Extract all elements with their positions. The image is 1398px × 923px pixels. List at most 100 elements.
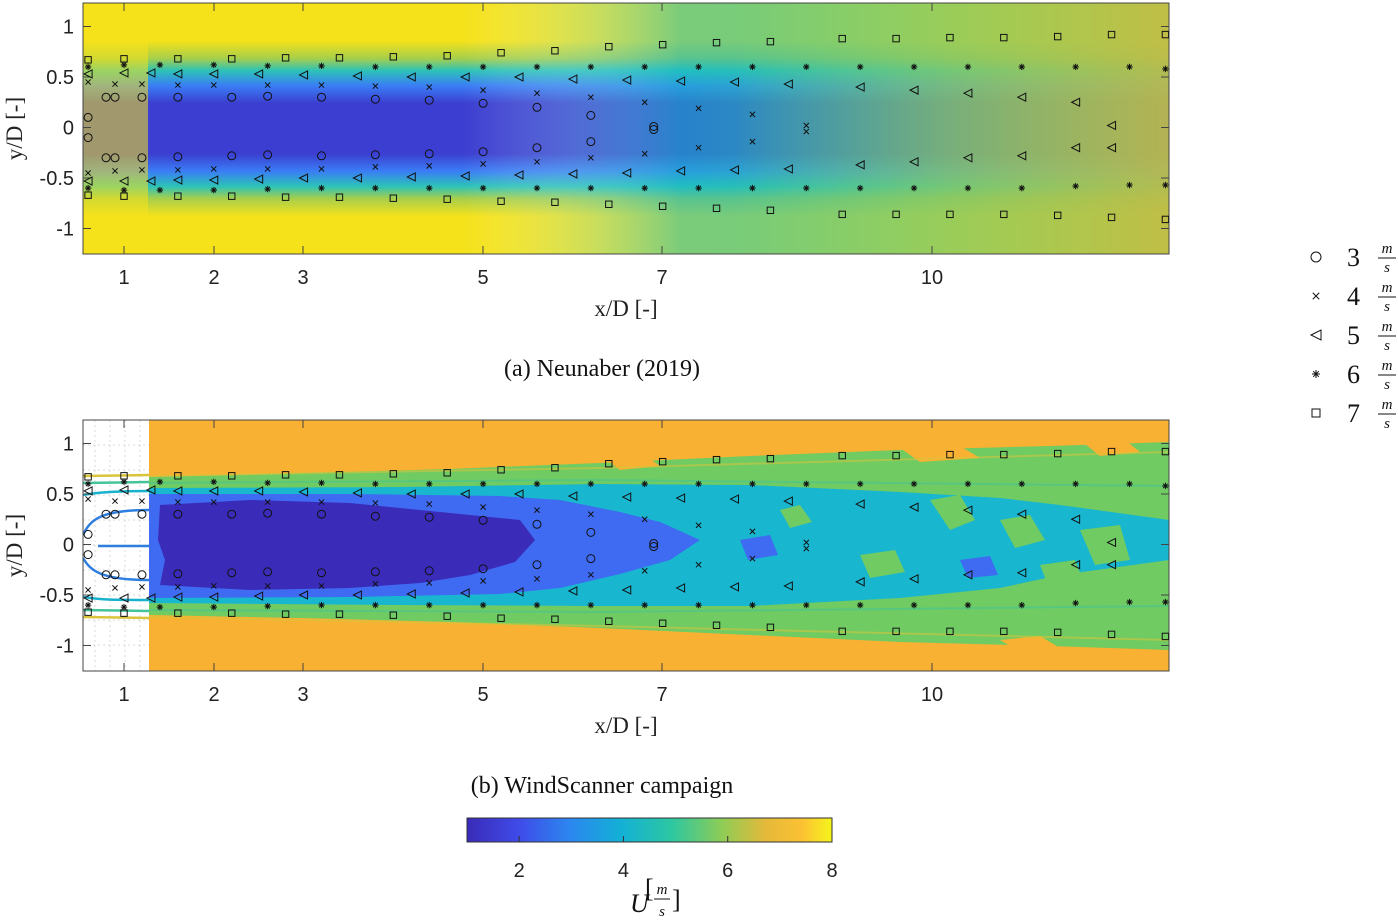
marker-asterisk (156, 61, 164, 69)
marker-triangle (908, 574, 919, 584)
marker-x (174, 499, 181, 506)
marker-x (264, 582, 271, 589)
y-tick-label: -1 (56, 636, 74, 658)
marker-triangle (908, 157, 919, 167)
marker-x (749, 555, 756, 562)
marker-square (1107, 30, 1116, 39)
x-axis-label: x/D [-] (594, 713, 657, 738)
marker-square (228, 609, 236, 617)
marker-square (605, 200, 613, 208)
marker-triangle (172, 486, 183, 496)
marker-circle (478, 98, 488, 108)
marker-square (497, 614, 505, 622)
marker-asterisk (120, 478, 128, 486)
marker-square (335, 54, 344, 62)
marker-x (695, 522, 702, 529)
marker-triangle (298, 173, 309, 183)
marker-x (174, 583, 181, 590)
marker-asterisk (964, 601, 972, 609)
marker-square (228, 192, 236, 200)
marker-circle (83, 112, 93, 122)
marker-square (389, 194, 398, 202)
marker-x (641, 99, 648, 106)
marker-asterisk (803, 601, 810, 609)
marker-square (551, 47, 559, 55)
marker-x (695, 105, 702, 112)
marker-square (1053, 449, 1062, 458)
marker-square (281, 610, 290, 618)
colorbar-ticks: 2 4 6 8 (514, 836, 838, 882)
x-tick-label: 10 (921, 684, 943, 706)
marker-triangle (855, 82, 865, 92)
marker-x (210, 499, 217, 506)
colorbar-label-var: U (630, 889, 651, 918)
legend-unit-den: s (1384, 299, 1390, 315)
marker-x (139, 166, 145, 173)
marker-triangle (783, 79, 793, 89)
marker-triangle (1106, 537, 1117, 548)
marker-circle (649, 125, 659, 135)
marker-asterisk (695, 601, 702, 609)
marker-circle (532, 143, 542, 153)
marker-triangle (621, 585, 632, 595)
marker-triangle (513, 72, 524, 82)
marker-triangle (908, 502, 919, 512)
marker-square (84, 191, 92, 199)
contour-field-b (83, 420, 1169, 671)
marker-square (1053, 32, 1062, 41)
marker-asterisk (156, 478, 164, 486)
marker-asterisk (1018, 480, 1025, 488)
marker-circle (101, 570, 111, 580)
marker-square (605, 43, 613, 51)
marker-x (210, 582, 217, 589)
marker-triangle (513, 489, 524, 499)
y-tick-label: 0 (63, 535, 74, 557)
caption-a: (a) Neunaber (2019) (504, 356, 700, 382)
colorbar-unit-den: s (659, 904, 665, 920)
marker-asterisk (1018, 601, 1025, 609)
marker-x (264, 499, 271, 506)
marker-square (658, 40, 667, 49)
marker-circle (586, 110, 596, 120)
marker-x (749, 111, 756, 118)
marker-x (803, 128, 810, 135)
marker-x (426, 84, 433, 91)
markers-a (83, 30, 1169, 224)
marker-x (318, 165, 325, 172)
marker-triangle (1070, 97, 1081, 108)
marker-triangle (352, 590, 362, 600)
marker-triangle (1070, 559, 1081, 570)
marker-asterisk (372, 184, 379, 192)
marker-asterisk (533, 63, 541, 71)
marker-x (695, 144, 702, 151)
marker-square (174, 609, 182, 617)
marker-x (112, 584, 118, 591)
marker-x (139, 498, 145, 505)
marker-circle (173, 509, 183, 519)
marker-circle (317, 151, 327, 161)
marker-circle (83, 133, 93, 143)
marker-x (749, 528, 756, 535)
marker-asterisk (84, 63, 92, 71)
marker-circle (586, 527, 596, 537)
marker-triangle (298, 70, 309, 80)
marker-square (712, 204, 721, 213)
marker-x (803, 539, 810, 546)
markers-b (83, 447, 1169, 641)
marker-circle (137, 570, 147, 580)
marker-triangle (460, 588, 470, 598)
marker-x (372, 580, 379, 587)
marker-triangle (1016, 509, 1027, 520)
marker-triangle (83, 486, 93, 496)
marker-x (480, 87, 487, 94)
marker-asterisk (964, 480, 972, 488)
colorbar-tick-label: 6 (722, 860, 733, 882)
marker-asterisk (426, 63, 433, 71)
marker-triangle (729, 165, 739, 175)
colorbar-tick-label: 4 (618, 860, 629, 882)
marker-x (480, 160, 487, 167)
marker-x (85, 496, 92, 503)
marker-asterisk (1018, 184, 1025, 192)
marker-asterisk (533, 480, 541, 488)
colorbar-tick-label: 8 (826, 860, 837, 882)
